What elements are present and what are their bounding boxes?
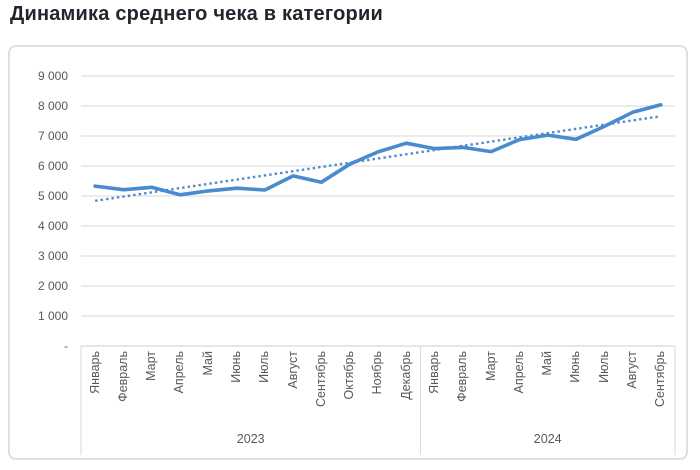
x-axis-month-cell: Февраль — [449, 351, 477, 431]
y-axis-tick-label: 4 000 — [37, 219, 68, 233]
x-axis-month-labels: Январь Февраль Март Апрель Май Июнь Июль Август… — [81, 351, 675, 431]
y-axis-tick-label: 2 000 — [37, 279, 68, 293]
x-axis-month-cell: Август — [279, 351, 307, 431]
month-label: Январь — [87, 351, 102, 394]
month-label: Август — [624, 351, 639, 389]
month-label: Июнь — [568, 351, 583, 383]
month-label: Апрель — [172, 351, 187, 394]
month-label: Сентябрь — [653, 351, 668, 407]
series-line — [93, 102, 663, 197]
y-axis-tick-label: 1 000 — [37, 309, 68, 323]
chart-card: - 1 000 2 000 3 000 4 000 5 000 6 000 7 000 8 00… — [8, 45, 688, 460]
month-label: Август — [285, 351, 300, 389]
month-label: Декабрь — [398, 351, 413, 400]
plot-area — [80, 75, 676, 455]
x-axis-month-cell: Октябрь — [336, 351, 364, 431]
month-label: Апрель — [511, 351, 526, 394]
x-axis-month-cell: Ноябрь — [364, 351, 392, 431]
month-label: Июль — [596, 351, 611, 383]
y-axis-tick-label: 8 000 — [37, 99, 68, 113]
x-axis-month-cell: Июль — [251, 351, 279, 431]
month-label: Июль — [257, 351, 272, 383]
x-axis-month-cell: Март — [138, 351, 166, 431]
month-label: Январь — [426, 351, 441, 394]
x-axis-month-cell: Май — [534, 351, 562, 431]
x-axis-month-cell: Июль — [590, 351, 618, 431]
x-axis-month-cell: Сентябрь — [647, 351, 675, 431]
month-label: Ноябрь — [370, 351, 385, 395]
month-label: Сентябрь — [313, 351, 328, 407]
month-label: Март — [483, 351, 498, 381]
x-axis-month-cell: Март — [477, 351, 505, 431]
year-label: 2024 — [533, 432, 562, 446]
month-label: Октябрь — [342, 351, 357, 400]
month-label: Март — [144, 351, 159, 381]
month-label: Февраль — [115, 351, 130, 402]
x-axis-month-cell: Июнь — [222, 351, 250, 431]
month-label: Май — [540, 351, 555, 376]
trendline — [94, 115, 662, 202]
x-axis-month-cell: Апрель — [505, 351, 533, 431]
x-axis-month-cell: Январь — [420, 351, 448, 431]
month-label: Февраль — [455, 351, 470, 402]
x-axis-month-cell: Сентябрь — [307, 351, 335, 431]
x-axis-month-cell: Декабрь — [392, 351, 420, 431]
y-axis-tick-label: - — [64, 339, 68, 353]
chart-title: Динамика среднего чека в категории — [10, 3, 383, 25]
y-axis-tick-label: 7 000 — [37, 129, 68, 143]
x-axis-month-cell: Январь — [81, 351, 109, 431]
x-axis-month-cell: Февраль — [109, 351, 137, 431]
x-axis-month-cell: Апрель — [166, 351, 194, 431]
x-axis-month-cell: Июнь — [562, 351, 590, 431]
x-axis-year-labels: 2023 2024 — [81, 432, 675, 446]
x-axis-month-cell: Август — [618, 351, 646, 431]
y-axis-tick-label: 5 000 — [37, 189, 68, 203]
y-axis-tick-label: 3 000 — [37, 249, 68, 263]
month-label: Май — [200, 351, 215, 376]
year-label: 2023 — [236, 432, 265, 446]
y-axis-tick-label: 6 000 — [37, 159, 68, 173]
y-axis-tick-label: 9 000 — [37, 69, 68, 83]
x-axis-month-cell: Май — [194, 351, 222, 431]
month-label: Июнь — [228, 351, 243, 383]
